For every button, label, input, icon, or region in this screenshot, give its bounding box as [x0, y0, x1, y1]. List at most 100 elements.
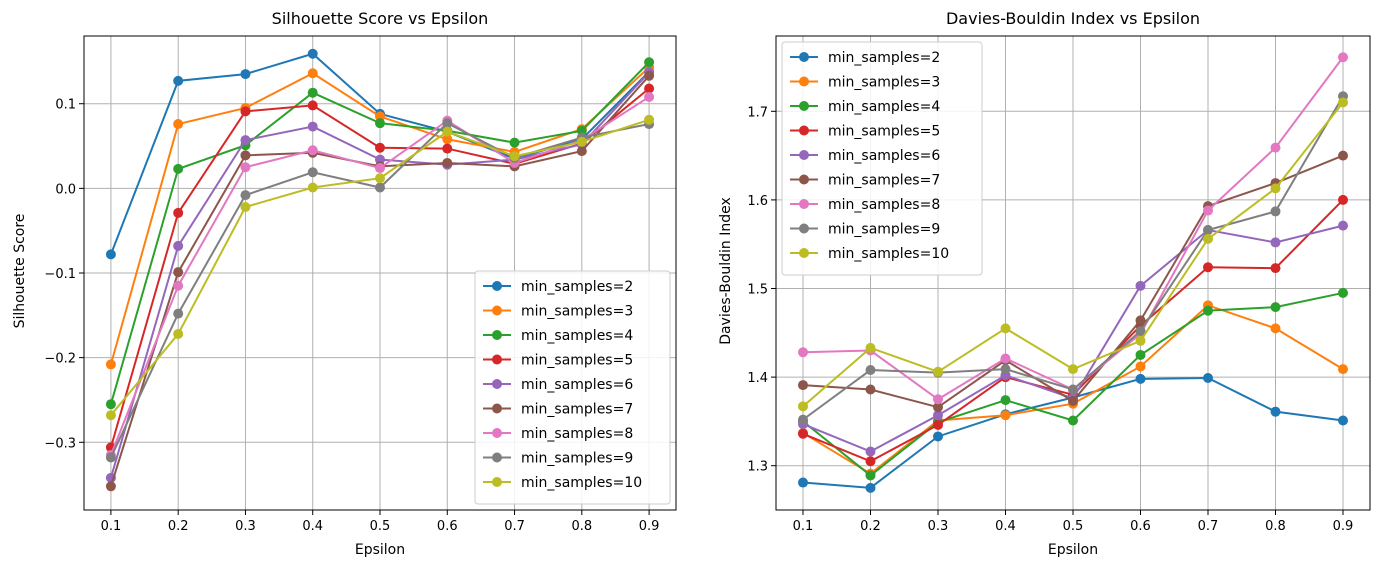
data-point [307, 121, 318, 132]
davies-bouldin-series-group [798, 52, 1348, 493]
data-point [240, 201, 251, 212]
legend-entry: min_samples=5 [483, 353, 633, 369]
x-tick-label: 0.1 [101, 519, 122, 534]
legend-marker [799, 248, 809, 258]
data-point [933, 419, 943, 430]
data-point [1270, 142, 1281, 153]
x-tick-label: 0.2 [168, 519, 189, 534]
legend-entry: min_samples=10 [790, 246, 949, 262]
legend-label: min_samples=9 [828, 222, 940, 238]
data-point [1270, 302, 1281, 313]
legend-marker [492, 403, 502, 414]
data-point [576, 146, 587, 157]
legend-marker [799, 125, 809, 136]
data-point [865, 470, 876, 481]
data-point [1270, 406, 1281, 417]
data-point [1203, 225, 1213, 236]
legend-marker [799, 199, 809, 209]
davies-bouldin-x-axis-label: Epsilon [1048, 542, 1098, 558]
data-point [375, 118, 385, 129]
data-point [509, 151, 520, 162]
y-tick-label: −0.1 [44, 267, 76, 282]
data-point [375, 173, 385, 184]
legend-label: min_samples=7 [828, 173, 940, 189]
x-tick-label: 0.3 [235, 519, 256, 534]
data-point [1068, 396, 1078, 407]
silhouette-series-group [105, 48, 655, 492]
data-point [307, 167, 318, 178]
data-point [173, 308, 184, 319]
legend-label: min_samples=8 [521, 426, 633, 442]
davies-bouldin-chart: Davies-Bouldin Index vs Epsilon Epsilon … [718, 9, 1371, 558]
data-point [1338, 97, 1348, 108]
data-point [798, 347, 808, 358]
silhouette-chart: Silhouette Score vs Epsilon Epsilon Silh… [12, 9, 677, 558]
data-point [1000, 323, 1011, 334]
legend-entry: min_samples=9 [790, 222, 940, 238]
data-point [442, 118, 453, 129]
legend-label: min_samples=5 [521, 353, 633, 369]
data-point [1270, 263, 1281, 274]
x-tick-label: 0.8 [1265, 519, 1286, 534]
data-point [1135, 335, 1146, 346]
legend-marker [492, 452, 502, 463]
davies-bouldin-y-ticks: 1.3 1.4 1.5 1.6 1.7 [747, 105, 776, 475]
data-point [307, 87, 318, 98]
legend-label: min_samples=9 [521, 451, 633, 467]
data-point [442, 126, 453, 137]
legend-label: min_samples=6 [521, 377, 633, 393]
data-point [865, 446, 876, 457]
x-tick-label: 0.4 [302, 519, 323, 534]
x-tick-label: 0.4 [995, 519, 1016, 534]
data-point [1068, 364, 1078, 375]
legend-entry: min_samples=4 [790, 99, 940, 115]
data-point [644, 91, 655, 102]
data-point [798, 414, 808, 425]
legend-entry: min_samples=10 [483, 475, 642, 491]
data-point [865, 365, 876, 376]
silhouette-series-min_samples-10 [105, 114, 655, 421]
data-point [1068, 384, 1078, 395]
legend-entry: min_samples=3 [483, 304, 633, 320]
x-tick-label: 0.1 [793, 519, 814, 534]
data-point [576, 136, 587, 147]
y-tick-label: 0.0 [55, 182, 76, 197]
legend-label: min_samples=8 [828, 197, 940, 213]
legend-marker [492, 330, 502, 340]
legend-marker [492, 281, 502, 291]
legend-label: min_samples=5 [828, 124, 940, 140]
y-tick-label: 0.1 [55, 98, 76, 113]
data-point [173, 240, 184, 251]
data-point [375, 163, 385, 174]
legend-entry: min_samples=6 [483, 377, 633, 393]
y-tick-label: 1.4 [747, 371, 768, 386]
data-point [105, 359, 116, 370]
data-point [442, 157, 453, 168]
data-point [1203, 372, 1213, 383]
davies-bouldin-legend: min_samples=2 min_samples=3 min_samples=4m… [781, 41, 983, 276]
data-point [105, 399, 116, 410]
data-point [1338, 364, 1348, 375]
data-point [644, 70, 655, 81]
data-point [798, 477, 808, 488]
legend-entry: min_samples=6 [790, 148, 940, 164]
data-point [307, 100, 318, 111]
y-tick-label: 1.7 [747, 105, 768, 120]
data-point [307, 182, 318, 193]
data-point [173, 207, 184, 218]
legend-label: min_samples=4 [828, 99, 940, 115]
x-tick-label: 0.8 [571, 519, 592, 534]
legend-marker [799, 52, 809, 62]
data-point [240, 135, 251, 146]
legend-label: min_samples=10 [828, 246, 949, 262]
legend-label: min_samples=3 [828, 75, 940, 91]
data-point [798, 380, 808, 391]
legend-marker [492, 477, 502, 487]
data-point [1000, 395, 1011, 406]
data-point [1135, 361, 1146, 372]
x-tick-label: 0.9 [639, 519, 660, 534]
legend-marker [799, 150, 809, 160]
x-tick-label: 0.6 [437, 519, 458, 534]
legend-marker [492, 354, 502, 365]
data-point [307, 48, 318, 59]
